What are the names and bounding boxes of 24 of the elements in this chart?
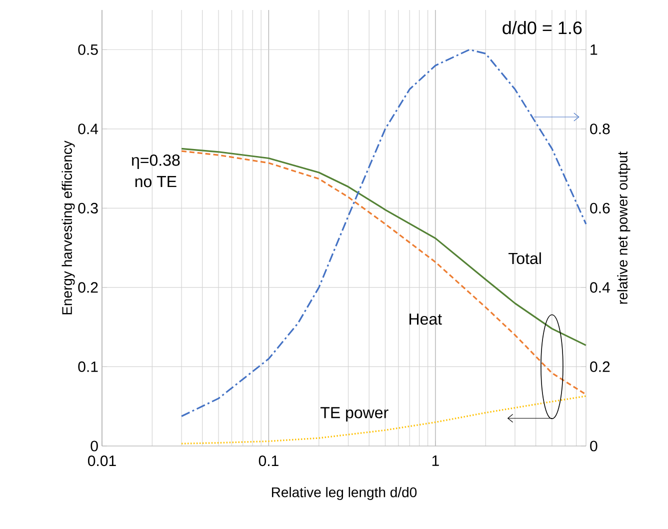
y-tick-label: 0.4: [78, 124, 98, 134]
x-tick-label: 0.01: [88, 456, 116, 466]
y2-axis-title: relative net power output: [617, 151, 630, 304]
y-tick-label: 0.3: [78, 202, 98, 214]
y2-tick-label: 0: [590, 440, 598, 452]
x-tick-label: 1: [432, 456, 439, 466]
y2-tick-label: 0.6: [590, 202, 610, 214]
y-tick-label: 0: [90, 440, 98, 452]
y2-tick-label: 0.8: [590, 124, 610, 134]
y2-tick-label: 0.2: [590, 361, 610, 372]
y-tick-label: 0.5: [78, 44, 98, 55]
annotation: no TE: [135, 176, 176, 188]
y-tick-label: 0.2: [78, 282, 98, 293]
annotation: η=0.38: [132, 154, 180, 169]
text: Heat: [410, 314, 442, 325]
y2-tick-label: 1: [590, 44, 598, 55]
annotation: d/d0 = 1.6: [502, 21, 582, 34]
series-label: TE power: [320, 407, 388, 422]
series-label: Total: [508, 252, 541, 264]
y-axis-title: Energy harvesting efficiency: [62, 140, 75, 314]
x-axis-title: Relative leg length d/d0: [272, 486, 417, 500]
y2-tick-label: 0.4: [590, 282, 610, 293]
y-tick-label: 0.1: [78, 361, 98, 372]
x-tick-label: 0.1: [258, 456, 278, 466]
